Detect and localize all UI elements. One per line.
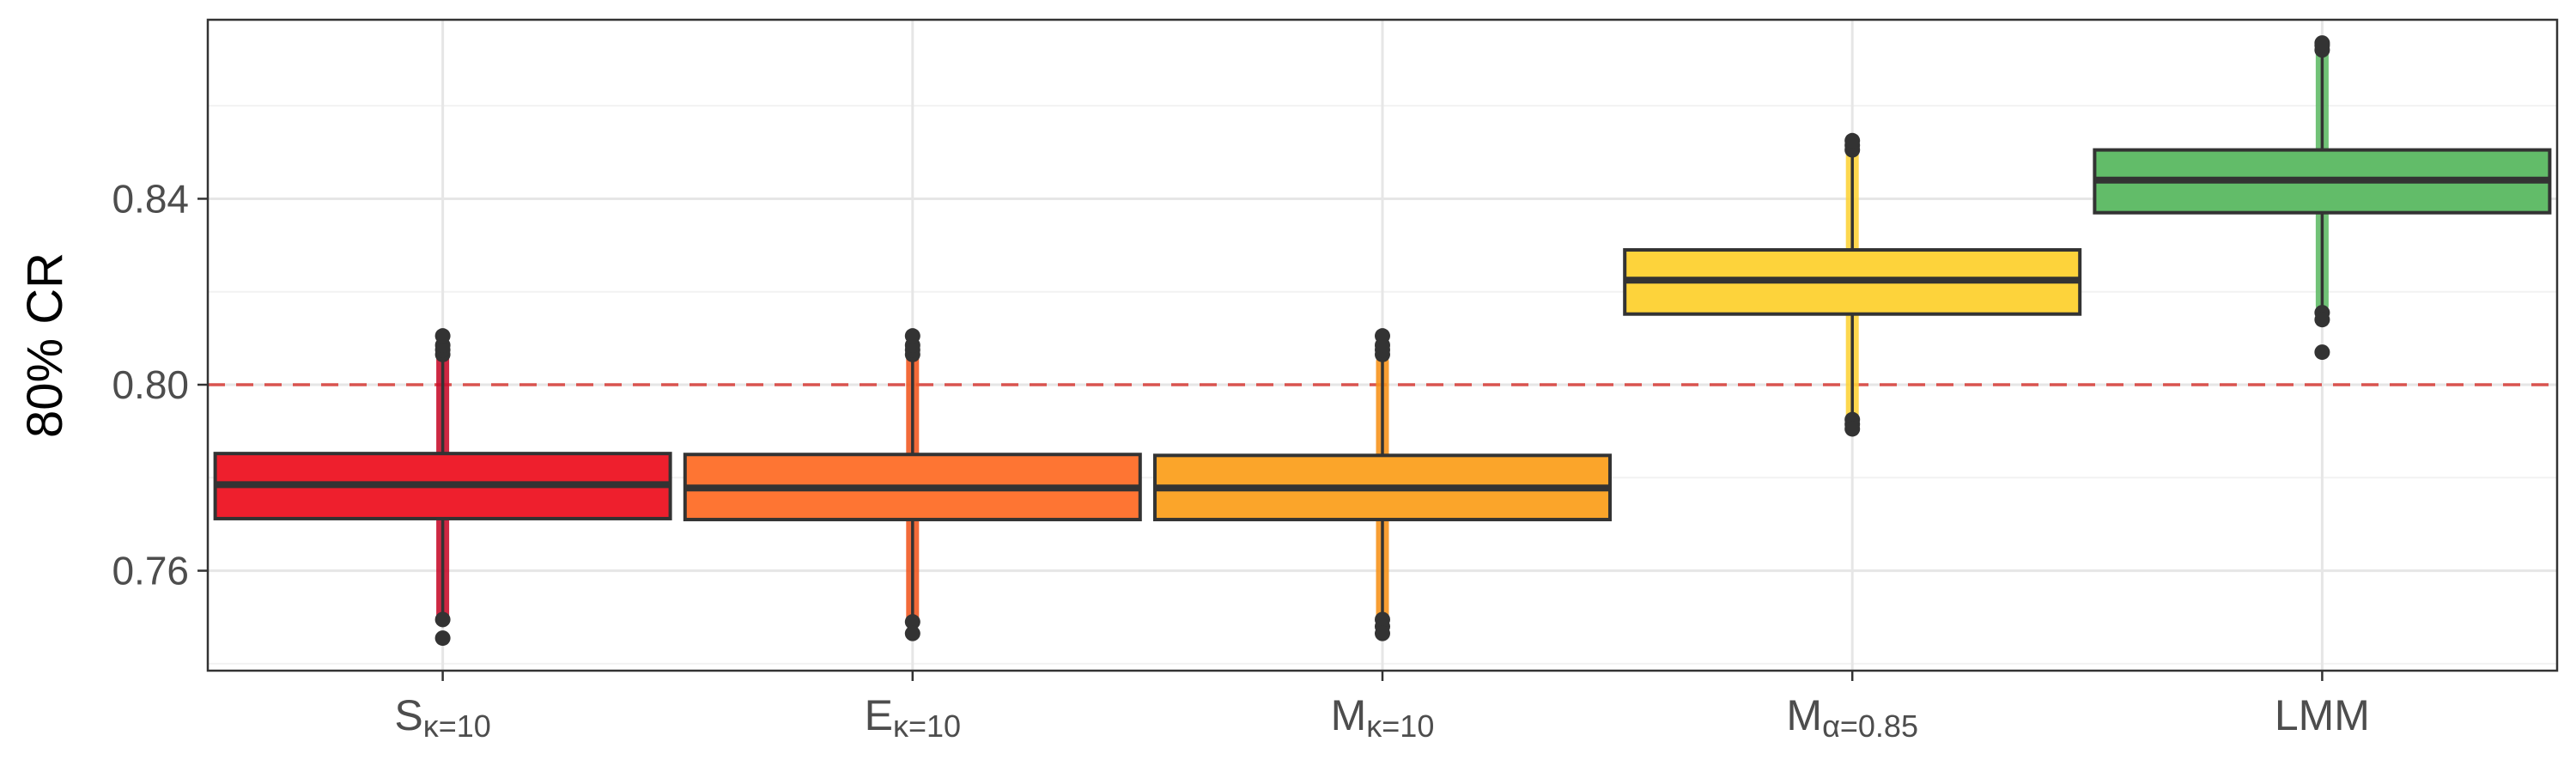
outlier-point [2314, 35, 2330, 52]
outlier-point [2314, 344, 2330, 361]
boxes-layer [213, 35, 2552, 647]
x-tick-label: Sκ=10 [394, 691, 490, 744]
x-tick-label: Eκ=10 [865, 691, 961, 744]
outlier-point [434, 611, 451, 628]
outlier-point [904, 614, 920, 630]
y-axis: 0.76 0.80 0.84 [112, 176, 208, 593]
outlier-point [2314, 312, 2330, 328]
box-group [1153, 328, 1612, 641]
box-group [2093, 35, 2552, 361]
y-tick-label: 0.84 [112, 176, 189, 221]
x-tick-label: Mα=0.85 [1786, 691, 1918, 744]
outlier-point [1375, 328, 1390, 344]
outlier-point [1844, 132, 1861, 149]
outlier-point [1375, 625, 1390, 641]
outlier-point [434, 328, 451, 344]
outlier-point [904, 625, 920, 641]
box-group [213, 328, 672, 647]
outlier-point [434, 630, 451, 647]
box-group [683, 328, 1142, 641]
x-tick-label: Mκ=10 [1331, 691, 1435, 744]
y-tick-label: 0.80 [112, 362, 189, 407]
x-tick-label: LMM [2275, 691, 2370, 739]
box-group [1623, 132, 2082, 437]
y-axis-title: 80% CR [17, 252, 73, 438]
y-tick-label: 0.76 [112, 549, 189, 593]
outlier-point [904, 328, 920, 344]
outlier-point [1844, 421, 1861, 437]
x-axis: Sκ=10 Eκ=10 Mκ=10 Mα=0.85 LMM [394, 671, 2370, 744]
